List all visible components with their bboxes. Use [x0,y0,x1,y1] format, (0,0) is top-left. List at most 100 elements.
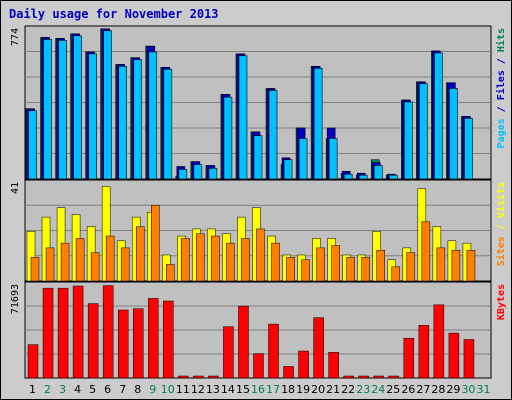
x-tick-label-day-22: 22 [341,383,355,396]
x-tick-label-day-5: 5 [89,383,96,396]
bar-pages-day-11 [178,169,188,180]
bar-pages-day-16 [253,135,263,180]
bar-sites-day-9 [151,205,160,282]
bar-pages-day-27 [419,83,428,180]
bar-kbytes-day-19 [298,350,309,379]
bar-kbytes-day-7 [117,309,129,379]
x-tick-label-day-7: 7 [119,383,126,396]
bar-pages-day-25 [388,174,398,180]
bar-sites-day-30 [466,249,476,282]
bar-pages-day-9 [148,51,158,180]
bar-pages-day-14 [223,96,233,180]
bar-sites-day-12 [196,233,205,282]
bar-kbytes-day-15 [238,305,249,379]
bar-pages-day-3 [58,40,67,180]
x-tick-label-day-27: 27 [416,383,430,396]
bar-kbytes-day-26 [403,337,415,379]
bar-kbytes-day-13 [208,375,219,379]
bar-pages-day-26 [404,101,413,180]
x-tick-label-day-31: 31 [476,383,490,396]
bar-sites-day-2 [45,247,55,282]
legend-part-1: / [496,100,507,118]
bar-sites-day-29 [451,249,461,282]
y-max-label-visits-sites: 41 [10,182,21,194]
x-tick-label-day-4: 4 [74,383,81,396]
bar-pages-day-17 [268,90,278,180]
bar-sites-day-17 [271,242,280,282]
y-max-label-pages-files-hits: 774 [10,28,21,46]
bar-pages-day-19 [298,138,308,180]
bar-sites-day-23 [361,257,370,282]
bar-sites-day-21 [331,245,340,282]
x-tick-label-day-1: 1 [29,383,36,396]
legend-part-0: KBytes [496,284,507,320]
legend-part-0: Pages [496,118,507,148]
bar-sites-day-3 [60,242,70,282]
bar-pages-day-5 [88,53,97,180]
legend-part-0: Sites [495,236,507,266]
y-max-label-kbytes: 71693 [10,284,21,314]
bar-kbytes-day-16 [253,353,264,379]
bar-sites-day-8 [135,226,145,282]
bar-sites-day-16 [256,228,265,282]
bar-sites-day-10 [166,264,175,282]
x-tick-label-day-23: 23 [356,383,370,396]
x-tick-label-day-25: 25 [386,383,400,396]
bar-kbytes-day-21 [328,352,339,379]
bar-pages-day-6 [103,30,112,180]
bar-pages-day-1 [28,110,37,180]
bar-sites-day-7 [120,247,130,282]
bar-kbytes-day-23 [358,375,369,379]
bar-sites-day-1 [30,257,40,282]
x-tick-label-day-11: 11 [176,383,190,396]
bar-kbytes-day-22 [343,375,354,379]
x-tick-label-day-10: 10 [161,383,175,396]
x-tick-label-day-12: 12 [191,383,205,396]
bar-sites-day-5 [90,252,100,282]
x-tick-label-day-8: 8 [134,383,141,396]
bar-pages-day-15 [238,55,248,180]
bar-sites-day-6 [105,235,115,282]
bar-kbytes-day-12 [193,375,204,379]
bar-sites-day-19 [301,259,310,282]
bar-sites-day-15 [241,238,250,282]
bar-sites-day-22 [346,257,355,282]
legend-part-3: / [496,52,507,70]
bar-kbytes-day-1 [27,344,39,379]
bar-kbytes-day-17 [268,323,279,379]
bar-kbytes-day-2 [42,287,54,379]
bar-sites-day-13 [211,235,220,282]
x-tick-label-day-26: 26 [401,383,415,396]
bar-sites-day-26 [406,252,416,282]
bar-kbytes-day-29 [448,332,460,379]
x-tick-label-day-28: 28 [431,383,445,396]
bar-sites-day-24 [376,249,385,282]
bar-pages-day-21 [328,138,338,180]
bar-kbytes-day-28 [433,304,445,379]
bar-kbytes-day-11 [178,375,189,379]
x-tick-label-day-3: 3 [59,383,66,396]
bar-sites-day-11 [181,238,190,282]
x-tick-label-day-19: 19 [296,383,310,396]
bar-kbytes-day-27 [418,325,430,379]
bar-pages-day-12 [193,164,203,180]
bar-sites-day-28 [436,247,446,282]
bar-kbytes-day-10 [163,300,174,379]
bar-sites-day-4 [75,238,85,282]
bar-pages-day-29 [449,88,458,180]
legend-label-visits-sites: Sites / Visits [495,182,507,266]
bar-kbytes-day-4 [72,285,84,379]
bar-pages-day-24 [373,165,383,180]
bar-pages-day-20 [313,68,323,180]
chart-title: Daily usage for November 2013 [9,7,219,21]
x-tick-label-day-20: 20 [311,383,325,396]
bar-kbytes-day-20 [313,317,324,379]
bar-kbytes-day-5 [87,303,99,379]
x-tick-label-day-30: 30 [461,383,475,396]
bar-pages-day-13 [208,168,218,180]
bar-pages-day-8 [133,59,143,180]
bar-kbytes-day-30 [463,339,475,379]
legend-label-pages-files-hits: Pages / Files / Hits [495,28,507,148]
x-tick-label-day-14: 14 [221,383,235,396]
